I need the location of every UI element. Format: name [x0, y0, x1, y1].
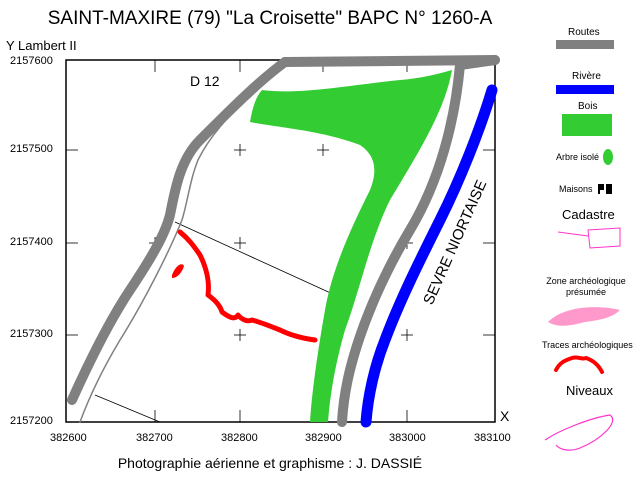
legend-routes-swatch	[556, 40, 614, 49]
map-title: SAINT-MAXIRE (79) "La Croisette" BAPC N°…	[47, 8, 493, 29]
legend-cadastre-swatch	[557, 227, 621, 249]
legend-levels-swatch	[544, 414, 614, 451]
legend-wood-swatch	[562, 114, 612, 136]
legend-river-label: Rivère	[572, 71, 601, 82]
legend-tree-label: Arbre isolé	[556, 152, 600, 162]
legend-routes-label: Routes	[568, 27, 600, 38]
trace-blob	[172, 264, 184, 278]
roads	[67, 55, 500, 427]
river	[360, 84, 498, 428]
grid-horizontal	[66, 149, 495, 336]
legend-wood-label: Bois	[578, 101, 598, 112]
y-tick-label: 2157300	[10, 328, 53, 340]
legend-cadastre-label: Cadastre	[562, 207, 615, 222]
wood-area	[250, 70, 452, 422]
legend-houses-label: Maisons	[559, 184, 593, 194]
x-tick-label: 382900	[305, 432, 342, 444]
x-axis-letter: X	[500, 408, 510, 424]
x-tick-label: 382700	[136, 432, 173, 444]
legend-house-swatch	[598, 184, 612, 194]
x-tick-label: 383100	[474, 432, 511, 444]
legend-traces-label: Traces archéologiques	[542, 340, 633, 350]
legend-river-swatch	[556, 85, 614, 94]
legend-zone-label: Zone archéologique présumée	[546, 276, 626, 297]
x-tick-label: 382600	[50, 432, 87, 444]
y-tick-label: 2157400	[10, 236, 53, 248]
x-tick-label: 383000	[389, 432, 426, 444]
legend-levels-label: Niveaux	[566, 383, 613, 398]
cadastre-lines	[94, 221, 336, 423]
y-tick-label: 2157500	[10, 143, 53, 155]
legend-zone-swatch	[548, 307, 620, 326]
y-tick-label: 2157200	[10, 415, 53, 427]
road-label: D 12	[190, 73, 220, 89]
archaeological-traces	[177, 229, 318, 343]
credit-line: Photographie aérienne et graphisme : J. …	[117, 455, 423, 471]
x-tick-label: 382800	[221, 432, 258, 444]
legend-symbols	[544, 40, 621, 451]
legend-traces-swatch	[554, 355, 604, 374]
y-tick-label: 2157600	[10, 55, 53, 67]
legend-tree-swatch	[603, 149, 613, 165]
y-axis-label: Y Lambert II	[6, 38, 77, 53]
